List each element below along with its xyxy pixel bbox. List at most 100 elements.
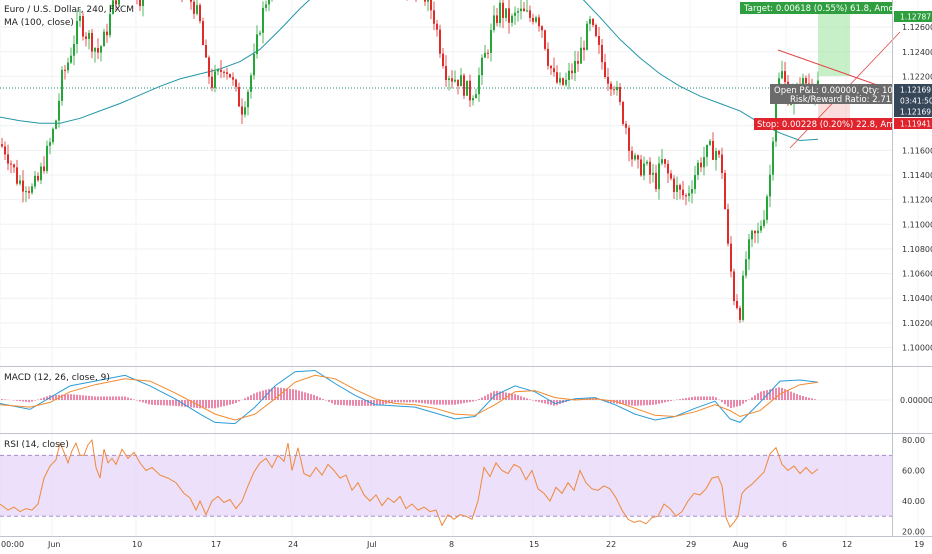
candle — [220, 59, 222, 79]
candle — [67, 57, 69, 74]
candle — [658, 156, 660, 200]
candle — [646, 159, 648, 166]
entry-price-badge: 1.12169 — [894, 106, 932, 117]
price-tick: 1.10400 — [902, 294, 932, 303]
candle — [616, 80, 618, 96]
price-tick: 1.10600 — [902, 270, 932, 279]
candle — [463, 73, 465, 100]
candle — [64, 65, 66, 80]
candle — [676, 176, 678, 201]
time-axis[interactable]: 00:00 Jun 10 17 24 Jul 8 15 22 29 Aug 6 12 19 — [1, 540, 924, 549]
candle — [712, 132, 714, 161]
candle — [679, 183, 681, 200]
candle — [526, 0, 528, 13]
candle — [565, 72, 567, 87]
price-tick: 1.11200 — [902, 196, 932, 205]
rsi-axis[interactable]: 80.00 60.00 40.00 20.00 — [902, 436, 925, 536]
candle — [583, 40, 585, 61]
svg-text:1.11941: 1.11941 — [900, 120, 931, 129]
candle — [541, 25, 543, 38]
ma-legend: MA (100, close) — [4, 18, 74, 28]
candle — [535, 15, 537, 24]
candle — [82, 12, 84, 41]
macd-signal-line — [0, 374, 819, 421]
candle — [739, 305, 741, 323]
candle — [754, 230, 756, 243]
candle — [499, 0, 501, 28]
time-tick: 29 — [686, 540, 696, 549]
candle — [625, 120, 627, 135]
price-tick: 1.11000 — [902, 220, 932, 229]
price-tick: 1.12200 — [902, 72, 932, 81]
candle — [673, 175, 675, 200]
price-tick: 1.11400 — [902, 171, 932, 180]
candle — [574, 50, 576, 82]
candle — [496, 7, 498, 27]
candle — [481, 54, 483, 85]
candle — [772, 136, 774, 181]
candle — [28, 186, 30, 199]
candle — [562, 77, 564, 87]
candle — [43, 156, 45, 174]
candle — [238, 82, 240, 107]
time-tick: 17 — [211, 540, 221, 549]
candle — [478, 67, 480, 102]
candle — [94, 46, 96, 63]
risk-reward-text: Risk/Reward Ratio: 2.71 — [790, 95, 891, 105]
trend-line-upper[interactable] — [777, 49, 881, 87]
macd-axis[interactable]: 0.00000 — [900, 396, 932, 405]
candle — [193, 0, 195, 19]
candle — [49, 137, 51, 155]
candle — [553, 57, 555, 77]
macd-legend: MACD (12, 26, close, 9) — [4, 373, 110, 383]
candle — [643, 156, 645, 181]
candle — [448, 75, 450, 91]
chart-title: Euro / U.S. Dollar, 240, FXCM — [4, 5, 134, 15]
candle — [223, 70, 225, 78]
candle — [439, 24, 441, 58]
candle — [640, 154, 642, 177]
macd-histogram — [1, 387, 816, 409]
candle — [718, 149, 720, 159]
target-label[interactable]: Target: 0.00618 (0.55%) 61.8, Amount: — [740, 2, 911, 14]
candle — [520, 0, 522, 20]
svg-text:1.12169: 1.12169 — [900, 86, 931, 95]
candle — [235, 78, 237, 92]
candle — [85, 32, 87, 47]
candle — [622, 100, 624, 126]
candle — [538, 14, 540, 32]
stop-label[interactable]: Stop: 0.00228 (0.20%) 22.8, Amount: — [754, 118, 917, 130]
candle — [190, 0, 192, 10]
candle — [70, 47, 72, 65]
candle — [709, 139, 711, 147]
candle — [466, 80, 468, 97]
candle — [715, 147, 717, 171]
candle — [247, 89, 249, 116]
candle — [1, 137, 3, 148]
candle — [55, 119, 57, 130]
price-axis[interactable]: 1.126001.124001.122001.118001.116001.114… — [902, 23, 932, 352]
candle — [514, 6, 516, 25]
candle — [598, 27, 600, 54]
candle — [547, 42, 549, 70]
countdown-badge: 03:41:50 — [894, 95, 932, 106]
candle — [106, 23, 108, 43]
candle — [748, 233, 750, 271]
time-tick: 24 — [288, 540, 298, 549]
target-label-text: Target: 0.00618 (0.55%) 61.8, Amount: — [743, 4, 911, 14]
time-tick: 6 — [782, 540, 787, 549]
price-tick: 1.12400 — [902, 48, 932, 57]
candle — [634, 152, 636, 161]
candle — [511, 13, 513, 27]
candle — [91, 28, 93, 59]
time-tick: 10 — [132, 540, 142, 549]
candle — [97, 38, 99, 60]
candle — [742, 270, 744, 322]
candle — [589, 15, 591, 32]
svg-text:03:41:50: 03:41:50 — [900, 97, 932, 106]
candle — [649, 157, 651, 184]
candle — [508, 0, 510, 34]
candle — [571, 63, 573, 80]
